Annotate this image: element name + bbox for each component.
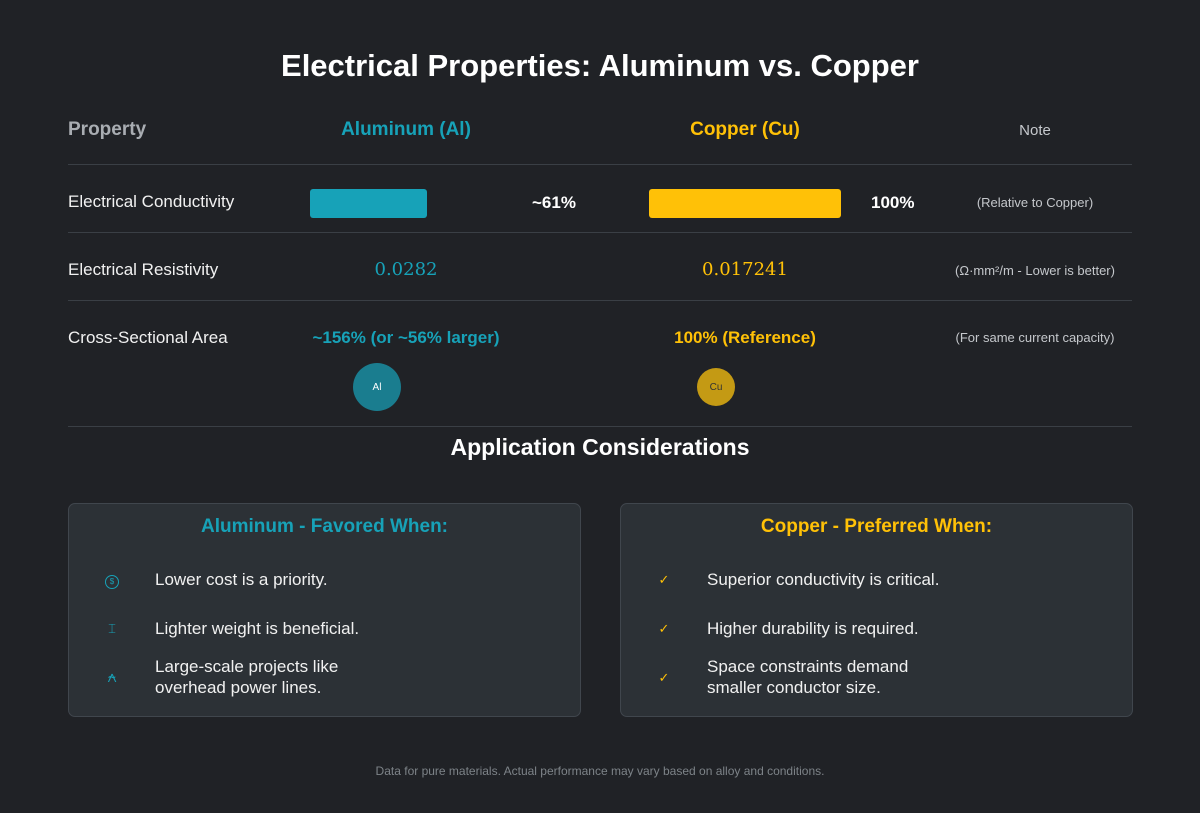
row-label-resistivity: Electrical Resistivity bbox=[68, 260, 219, 279]
header-aluminum: Aluminum (Al) bbox=[341, 119, 471, 140]
power-tower-icon: ⍲ bbox=[107, 668, 117, 686]
note-resistivity: (Ω·mm²/m - Lower is better) bbox=[955, 263, 1115, 278]
note-conductivity: (Relative to Copper) bbox=[976, 195, 1094, 210]
divider bbox=[68, 300, 1132, 301]
aluminum-conductivity-value: ~61% bbox=[532, 193, 576, 212]
copper-resistivity-value: 0.017241 bbox=[702, 259, 788, 280]
list-item: Lower cost is a priority. bbox=[155, 570, 328, 589]
aluminum-conductivity-bar bbox=[310, 189, 428, 218]
check-icon: ✓ bbox=[658, 669, 670, 685]
divider bbox=[68, 426, 1132, 427]
row-label-conductivity: Electrical Conductivity bbox=[68, 192, 235, 211]
footer-note: Data for pure materials. Actual performa… bbox=[375, 764, 825, 778]
header-property: Property bbox=[68, 119, 147, 140]
divider bbox=[68, 164, 1132, 165]
list-item: Space constraints demand smaller conduct… bbox=[707, 657, 909, 697]
note-area: (For same current capacity) bbox=[955, 330, 1115, 345]
copper-card-title: Copper - Preferred When: bbox=[760, 516, 993, 537]
header-note: Note bbox=[1019, 122, 1051, 139]
divider bbox=[68, 232, 1132, 233]
list-item: Lighter weight is beneficial. bbox=[155, 619, 360, 638]
weight-icon: ⌶ bbox=[108, 621, 116, 636]
list-item: Superior conductivity is critical. bbox=[707, 570, 940, 589]
check-icon: ✓ bbox=[658, 621, 670, 636]
copper-conductivity-value: 100% bbox=[871, 193, 915, 212]
aluminum-card: Aluminum - Favored When: $ Lower cost is … bbox=[68, 503, 581, 717]
aluminum-card-title: Aluminum - Favored When: bbox=[201, 516, 448, 537]
aluminum-area-circle: Al bbox=[353, 363, 401, 411]
list-item: Higher durability is required. bbox=[707, 619, 919, 638]
header-copper: Copper (Cu) bbox=[690, 119, 800, 140]
aluminum-resistivity-value: 0.0282 bbox=[374, 259, 438, 280]
list-item: Large-scale projects like overhead power… bbox=[155, 657, 339, 697]
dollar-coin-icon: $ bbox=[69, 569, 155, 590]
copper-conductivity-bar bbox=[649, 189, 841, 218]
check-icon: ✓ bbox=[658, 572, 670, 587]
copper-area-value: 100% (Reference) bbox=[674, 328, 816, 347]
copper-card: Copper - Preferred When: ✓ Superior condu… bbox=[620, 503, 1133, 717]
row-label-area: Cross-Sectional Area bbox=[68, 328, 228, 347]
section-title: Application Considerations bbox=[450, 434, 750, 460]
copper-area-circle: Cu bbox=[697, 368, 735, 406]
page-title: Electrical Properties: Aluminum vs. Copp… bbox=[281, 48, 919, 83]
aluminum-area-value: ~156% (or ~56% larger) bbox=[312, 328, 500, 347]
